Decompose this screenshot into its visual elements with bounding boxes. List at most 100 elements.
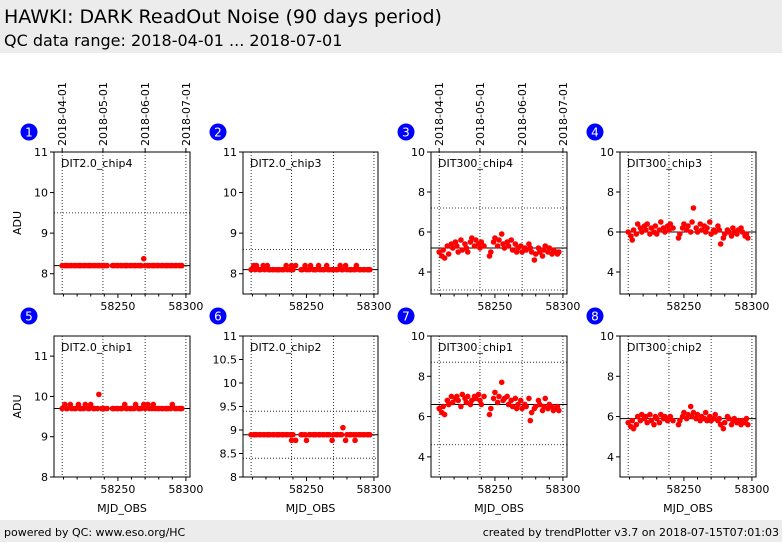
data-point — [726, 229, 732, 235]
data-point — [342, 437, 349, 444]
y-tick-label: 10 — [411, 330, 425, 343]
data-point — [498, 231, 505, 237]
x-tick-label: 58300 — [168, 483, 203, 496]
data-point — [745, 421, 751, 428]
y-tick-label: 9 — [230, 424, 237, 437]
data-point — [687, 403, 694, 410]
data-point — [512, 241, 519, 247]
data-point — [104, 405, 110, 412]
y-tick-label: 10 — [600, 146, 614, 159]
data-point — [142, 405, 148, 412]
y-tick-label: 11 — [223, 330, 237, 343]
data-point — [138, 262, 144, 269]
y-tick-label: 11 — [34, 350, 48, 363]
data-point — [72, 405, 79, 412]
top-date-label: 2018-05-01 — [474, 82, 487, 146]
top-date-label: 2018-04-01 — [56, 82, 69, 146]
x-axis-label: MJD_OBS — [97, 502, 147, 515]
data-point — [87, 401, 94, 408]
data-point — [488, 249, 494, 255]
data-point — [303, 437, 310, 444]
data-point — [441, 411, 448, 418]
data-point — [704, 225, 710, 231]
page-subtitle: QC data range: 2018-04-01 ... 2018-07-01 — [4, 31, 343, 50]
x-tick-label: 58250 — [100, 300, 135, 313]
x-tick-label: 58300 — [356, 300, 391, 313]
data-point — [459, 391, 466, 398]
y-tick-label: 10 — [600, 330, 614, 343]
data-point — [488, 405, 494, 412]
series-label: DIT300_chip1 — [438, 341, 513, 354]
data-point — [539, 253, 546, 259]
data-point — [527, 417, 534, 424]
series-label: DIT2.0_chip3 — [250, 157, 321, 170]
plot-frame — [242, 335, 379, 478]
data-point — [634, 221, 641, 227]
data-point — [515, 401, 521, 408]
x-tick-label: 58300 — [545, 300, 580, 313]
data-point — [630, 227, 637, 233]
plot-panel-2: 8 9 10 11 58250 58300 DIT2.0_chip3 2 — [209, 123, 391, 313]
data-point — [455, 397, 462, 404]
data-point — [721, 419, 728, 426]
series-label: DIT300_chip3 — [627, 157, 702, 170]
x-tick-label: 58250 — [289, 483, 324, 496]
y-tick-label: 8.5 — [220, 448, 238, 461]
data-point — [261, 266, 268, 273]
series-label: DIT300_chip4 — [438, 157, 513, 170]
x-tick-label: 58300 — [168, 300, 203, 313]
y-tick-label: 4 — [607, 451, 614, 464]
data-point — [458, 403, 464, 410]
data-point — [352, 437, 358, 444]
plot-index-label: 4 — [591, 126, 599, 140]
plot-frame — [53, 151, 191, 295]
plot-frame — [242, 151, 379, 295]
data-point — [59, 405, 65, 412]
data-point — [440, 247, 447, 253]
data-point — [445, 251, 452, 257]
top-date-label: 2018-06-01 — [516, 82, 529, 146]
data-point — [526, 395, 532, 402]
data-point — [653, 231, 660, 237]
y-tick-label: 10 — [223, 187, 237, 200]
data-point — [667, 413, 674, 420]
data-point — [481, 393, 487, 400]
data-point — [647, 411, 653, 418]
x-tick-label: 58300 — [734, 483, 769, 496]
x-axis-label: MJD_OBS — [474, 502, 524, 515]
y-tick-label: 4 — [418, 266, 425, 279]
data-point — [716, 415, 723, 422]
data-point — [473, 237, 479, 243]
data-point — [119, 405, 125, 412]
data-point — [64, 405, 71, 412]
data-point — [644, 221, 650, 227]
plot-index-badge — [397, 123, 415, 141]
data-point — [656, 419, 663, 426]
data-point — [82, 401, 89, 408]
y-axis-label: ADU — [11, 211, 24, 235]
y-tick-label: 6 — [418, 411, 425, 424]
series-label: DIT300_chip2 — [627, 341, 702, 354]
data-point — [505, 243, 512, 249]
data-point — [257, 266, 264, 273]
data-point — [481, 243, 487, 249]
data-point — [528, 409, 535, 416]
y-tick-label: 10 — [34, 187, 48, 200]
data-point — [504, 393, 510, 400]
x-tick-label: 58250 — [289, 300, 324, 313]
plot-frame — [619, 151, 757, 295]
data-point — [720, 425, 727, 432]
data-point — [179, 262, 185, 269]
top-date-label: 2018-04-01 — [433, 82, 446, 146]
data-point — [492, 389, 498, 396]
data-point — [712, 411, 718, 418]
data-point — [687, 229, 694, 235]
data-point — [326, 431, 333, 438]
plot-frame — [430, 335, 568, 478]
x-tick-label: 58300 — [545, 483, 580, 496]
data-point — [248, 266, 254, 273]
data-point — [464, 249, 471, 255]
y-tick-label: 9 — [41, 431, 48, 444]
data-point — [486, 411, 493, 418]
